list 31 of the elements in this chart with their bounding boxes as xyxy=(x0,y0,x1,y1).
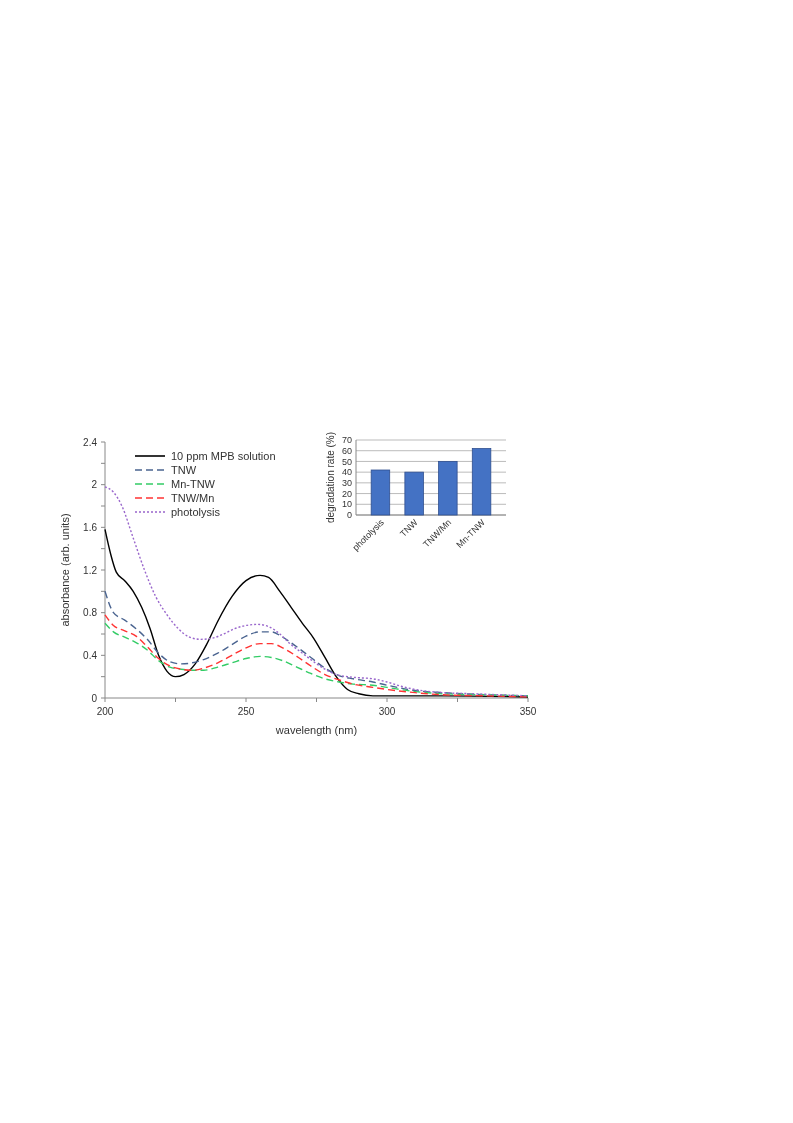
y-tick-label: 50 xyxy=(341,456,352,467)
y-tick-label: 1.6 xyxy=(83,521,98,533)
y-tick-label: 20 xyxy=(341,488,352,499)
bar xyxy=(438,461,458,516)
legend-label: 10 ppm MPB solution xyxy=(171,449,276,462)
x-tick-label: 350 xyxy=(519,706,537,717)
y-tick-label: 0 xyxy=(346,510,352,521)
x-tick-label: 300 xyxy=(378,706,396,717)
bar xyxy=(404,471,424,516)
y-axis-title: absorbance (arb. units) xyxy=(59,513,71,627)
legend-label: TNW xyxy=(171,463,197,476)
x-axis-title: wavelength (nm) xyxy=(274,724,358,736)
y-tick-label: 0.8 xyxy=(83,607,98,619)
y-tick-label: 30 xyxy=(341,478,352,489)
bar xyxy=(370,469,391,516)
y-tick-label: 60 xyxy=(341,445,352,456)
y-tick-label: 40 xyxy=(341,467,352,478)
bar xyxy=(471,448,492,516)
y-tick-label: 10 xyxy=(341,499,352,510)
y-tick-label: 0 xyxy=(91,692,98,704)
y-axis-title: degradation rate (%) xyxy=(325,431,336,524)
legend-label: Mn-TNW xyxy=(171,477,216,490)
x-tick-label: 200 xyxy=(96,706,114,717)
legend-label: TNW/Mn xyxy=(171,491,215,504)
legend-label: photolysis xyxy=(171,505,221,518)
y-tick-label: 70 xyxy=(341,435,352,446)
y-tick-label: 2 xyxy=(91,479,98,491)
y-tick-label: 1.2 xyxy=(83,564,98,576)
y-tick-label: 2.4 xyxy=(83,436,98,448)
x-tick-label: 250 xyxy=(237,706,255,717)
y-tick-label: 0.4 xyxy=(83,649,98,661)
